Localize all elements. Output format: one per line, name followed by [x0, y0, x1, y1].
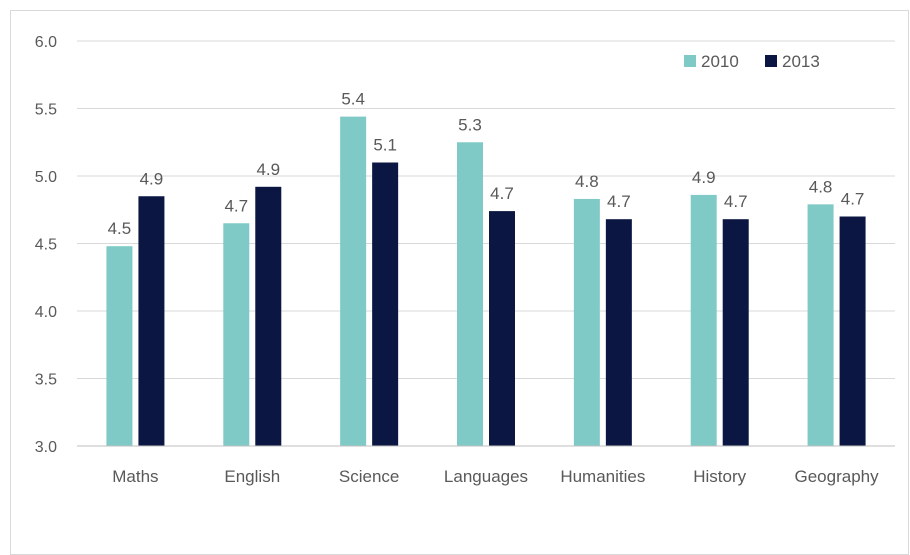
legend-swatch-2010 — [684, 55, 696, 67]
bar-2013-maths — [138, 196, 165, 446]
y-tick-label: 5.0 — [35, 169, 57, 186]
y-tick-label: 3.5 — [35, 372, 57, 389]
legend-label: 2010 — [701, 52, 739, 71]
y-tick-label: 6.0 — [35, 34, 57, 51]
x-tick-label: Maths — [112, 467, 158, 486]
x-tick-label: English — [224, 467, 280, 486]
bar-2013-humanities — [605, 219, 632, 446]
bar-2010-maths — [106, 246, 133, 446]
bar-2010-geography — [807, 204, 834, 446]
bar-2013-science — [372, 162, 399, 446]
x-tick-label: History — [693, 467, 746, 486]
bar-2010-english — [223, 223, 250, 446]
legend-swatch-2013 — [765, 55, 777, 67]
y-tick-label: 4.0 — [35, 304, 57, 321]
bar-2010-science — [340, 116, 367, 446]
data-label: 4.5 — [108, 219, 132, 238]
data-label: 4.7 — [224, 196, 248, 215]
x-tick-label: Languages — [444, 467, 528, 486]
data-label: 4.9 — [692, 168, 716, 187]
bar-2013-geography — [839, 216, 866, 446]
x-tick-label: Geography — [795, 467, 880, 486]
x-tick-label: Science — [339, 467, 399, 486]
y-tick-label: 4.5 — [35, 237, 57, 254]
y-tick-label: 5.5 — [35, 102, 57, 119]
data-label: 4.8 — [575, 172, 599, 191]
data-label: 4.9 — [140, 169, 164, 188]
data-label: 4.9 — [256, 160, 280, 179]
data-label: 4.7 — [841, 190, 865, 209]
data-label: 5.4 — [341, 90, 365, 109]
bar-2013-languages — [489, 211, 515, 446]
data-label: 4.8 — [809, 177, 833, 196]
data-label: 5.1 — [373, 136, 397, 155]
data-label: 5.3 — [458, 115, 482, 134]
data-label: 4.7 — [490, 184, 514, 203]
bar-2013-history — [722, 219, 749, 446]
bar-2010-history — [690, 194, 717, 446]
legend-label: 2013 — [782, 52, 820, 71]
bar-2013-english — [255, 186, 282, 447]
y-tick-label: 3.0 — [35, 439, 57, 456]
bar-2010-languages — [457, 142, 483, 446]
bar-2010-humanities — [573, 198, 600, 446]
data-label: 4.7 — [724, 192, 748, 211]
data-label: 4.7 — [607, 192, 631, 211]
x-tick-label: Humanities — [560, 467, 645, 486]
